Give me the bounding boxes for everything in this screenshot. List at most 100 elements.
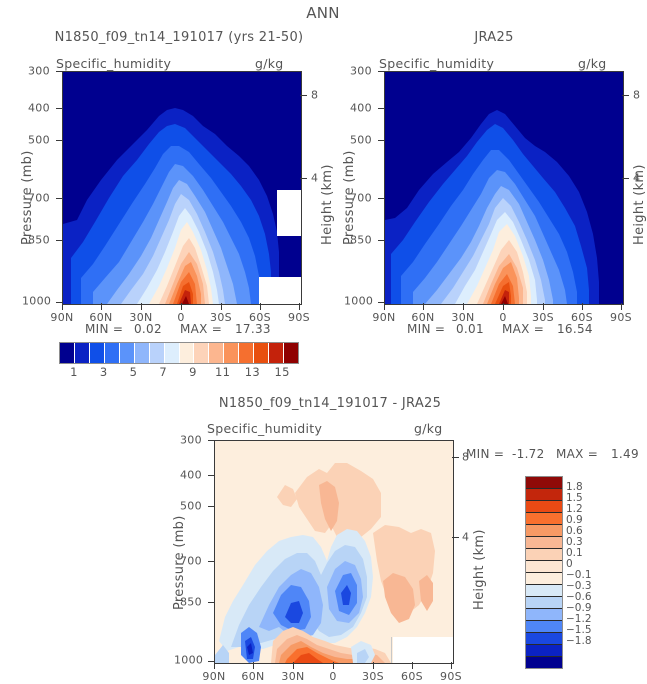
ytick-mark bbox=[56, 108, 63, 109]
panel-difference-max-value: 1.49 bbox=[611, 447, 639, 461]
panel-top-left-contours bbox=[63, 72, 301, 304]
ytick-mark bbox=[208, 561, 215, 562]
xtick-mark bbox=[582, 303, 583, 310]
ytick-500: 500 bbox=[28, 133, 50, 147]
xtick-mark bbox=[412, 662, 413, 669]
difference-legend-label-11: −0.9 bbox=[566, 602, 592, 614]
y2tick-mark bbox=[622, 95, 629, 96]
panel-difference-contours bbox=[215, 441, 453, 663]
ytick-mark bbox=[56, 198, 63, 199]
ytick-mark bbox=[378, 240, 385, 241]
panel-difference-min-label: MIN = bbox=[466, 447, 505, 461]
colorbar-label-13: 13 bbox=[244, 365, 260, 379]
xtick-mark bbox=[141, 303, 142, 310]
panel-top-left-y2label: Height (km) bbox=[320, 164, 335, 245]
panel-top-right-contours bbox=[385, 72, 623, 304]
ytick-850: 850 bbox=[180, 595, 202, 609]
colorbar-cell-8 bbox=[179, 343, 195, 363]
ytick-1000: 1000 bbox=[344, 294, 374, 308]
xtick-90S: 90S bbox=[610, 311, 632, 324]
difference-legend-cell-9 bbox=[526, 585, 562, 597]
colorbar-cell-4 bbox=[119, 343, 135, 363]
colorbar-cell-15 bbox=[284, 343, 298, 363]
xtick-mark bbox=[253, 662, 254, 669]
panel-difference-y2label: Height (km) bbox=[472, 529, 487, 610]
xtick-mark bbox=[463, 303, 464, 310]
difference-legend-label-4: 0.6 bbox=[566, 525, 583, 537]
y2tick-8: 8 bbox=[633, 88, 641, 102]
difference-legend-label-5: 0.3 bbox=[566, 536, 583, 548]
figure-title: ANN bbox=[306, 4, 340, 22]
xtick-0: 0 bbox=[499, 311, 507, 324]
xtick-30N: 30N bbox=[129, 311, 153, 324]
xtick-mark bbox=[543, 303, 544, 310]
colorbar-label-7: 7 bbox=[159, 365, 167, 379]
xtick-30N: 30N bbox=[451, 311, 475, 324]
xtick-mark bbox=[503, 303, 504, 310]
panel-top-right-min-value: 0.01 bbox=[456, 322, 484, 336]
colorbar-cell-6 bbox=[149, 343, 165, 363]
colorbar-cell-12 bbox=[239, 343, 255, 363]
colorbar-label-11: 11 bbox=[215, 365, 231, 379]
xtick-90N: 90N bbox=[202, 670, 226, 683]
xtick-mark bbox=[181, 303, 182, 310]
ytick-mark bbox=[378, 140, 385, 141]
xtick-mark bbox=[451, 662, 452, 669]
xtick-mark bbox=[299, 303, 300, 310]
difference-legend-cell-14 bbox=[526, 645, 562, 657]
ytick-400: 400 bbox=[180, 468, 202, 482]
xtick-60N: 60N bbox=[411, 311, 435, 324]
difference-legend-label-13: −1.5 bbox=[566, 624, 592, 636]
ytick-700: 700 bbox=[180, 554, 202, 568]
ytick-mark bbox=[378, 108, 385, 109]
colorbar-label-1: 1 bbox=[70, 365, 78, 379]
xtick-60S: 60S bbox=[401, 670, 423, 683]
difference-legend-cell-15 bbox=[526, 657, 562, 668]
colorbar-label-15: 15 bbox=[274, 365, 290, 379]
y2tick-mark bbox=[300, 95, 307, 96]
difference-legend-cell-5 bbox=[526, 537, 562, 549]
panel-top-left-min-label: MIN = bbox=[85, 322, 124, 336]
ytick-mark bbox=[208, 440, 215, 441]
ytick-700: 700 bbox=[350, 191, 372, 205]
difference-legend-cell-7 bbox=[526, 561, 562, 573]
colorbar-cell-9 bbox=[194, 343, 210, 363]
panel-top-left-units: g/kg bbox=[255, 56, 284, 71]
colorbar-cell-14 bbox=[269, 343, 285, 363]
ytick-mark bbox=[378, 71, 385, 72]
colorbar-cell-11 bbox=[224, 343, 240, 363]
ytick-1000: 1000 bbox=[22, 294, 52, 308]
ytick-400: 400 bbox=[28, 101, 50, 115]
ytick-500: 500 bbox=[180, 499, 202, 513]
difference-legend-cell-4 bbox=[526, 525, 562, 537]
difference-legend-cell-11 bbox=[526, 609, 562, 621]
difference-legend-label-8: −0.1 bbox=[566, 569, 592, 581]
difference-legend-cell-6 bbox=[526, 549, 562, 561]
colorbar-cell-3 bbox=[104, 343, 120, 363]
ytick-500: 500 bbox=[350, 133, 372, 147]
colorbar-cell-1 bbox=[74, 343, 90, 363]
ytick-mark bbox=[208, 602, 215, 603]
difference-legend-cell-10 bbox=[526, 597, 562, 609]
colorbar-cell-10 bbox=[209, 343, 225, 363]
colorbar-cell-2 bbox=[89, 343, 105, 363]
panel-top-left-min-value: 0.02 bbox=[134, 322, 162, 336]
difference-legend-cell-3 bbox=[526, 513, 562, 525]
xtick-mark bbox=[423, 303, 424, 310]
difference-legend-label-6: 0.1 bbox=[566, 547, 583, 559]
ytick-mark bbox=[56, 71, 63, 72]
xtick-60N: 60N bbox=[89, 311, 113, 324]
ytick-mark bbox=[378, 302, 385, 303]
colorbar-cell-5 bbox=[134, 343, 150, 363]
y2tick-8: 8 bbox=[462, 450, 470, 464]
panel-top-left-variable: Specific_humidity bbox=[56, 56, 172, 71]
xtick-90S: 90S bbox=[288, 311, 310, 324]
panel-top-left-max-label: MAX = bbox=[180, 322, 223, 336]
difference-legend-label-7: 0 bbox=[566, 558, 573, 570]
panel-top-right-max-label: MAX = bbox=[502, 322, 545, 336]
y2tick-mark bbox=[300, 178, 307, 179]
xtick-mark bbox=[101, 303, 102, 310]
xtick-30N: 30N bbox=[281, 670, 305, 683]
difference-legend bbox=[525, 476, 563, 669]
panel-difference-variable: Specific_humidity bbox=[207, 421, 323, 436]
